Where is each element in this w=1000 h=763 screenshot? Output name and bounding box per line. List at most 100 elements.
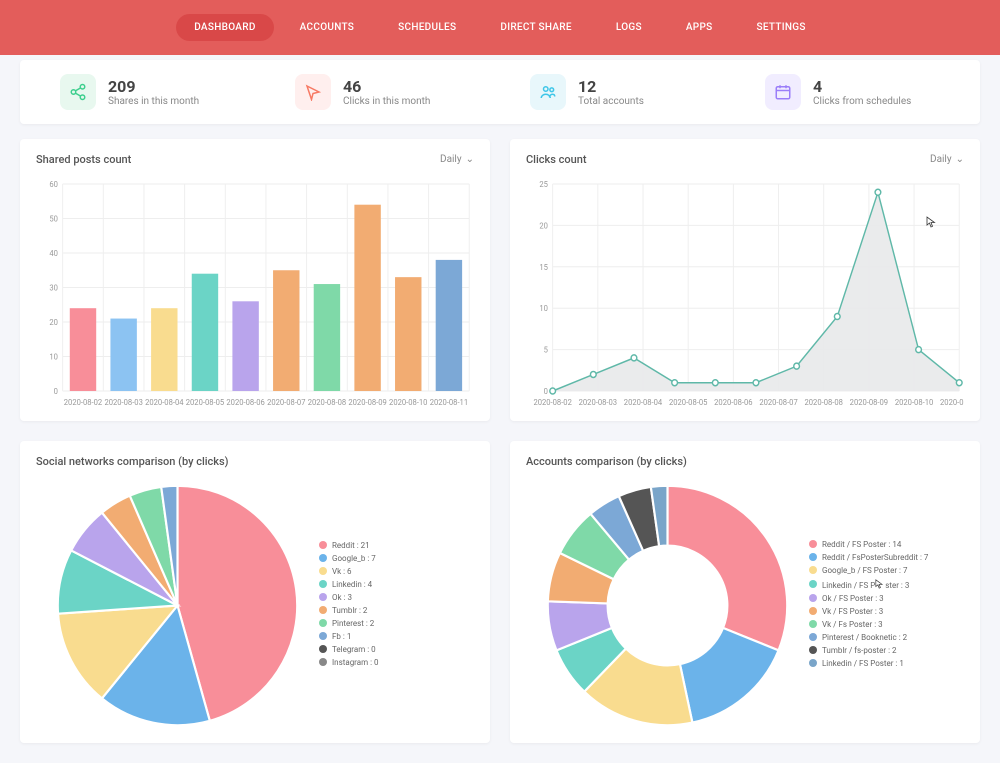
svg-text:2020-08-02: 2020-08-02 <box>533 398 572 407</box>
svg-text:2020-08-09: 2020-08-09 <box>348 398 386 407</box>
dropdown-label: Daily <box>930 154 952 165</box>
slice[interactable] <box>668 486 788 651</box>
legend: Reddit : 21 Google_b : 7 Vk : 6 Linkedin : … <box>319 541 474 671</box>
bar[interactable] <box>436 260 462 391</box>
nav-tab-schedules[interactable]: SCHEDULES <box>380 14 474 41</box>
legend-item[interactable]: Linkedin / FS Pster : 3 <box>809 579 964 590</box>
legend-item[interactable]: Instagram : 0 <box>319 658 474 667</box>
legend-item[interactable]: Tumblr : 2 <box>319 606 474 615</box>
header-nav: DASHBOARD ACCOUNTS SCHEDULES DIRECT SHARE LO… <box>0 0 1000 55</box>
nav-tab-dashboard[interactable]: DASHBOARD <box>176 14 273 41</box>
kpi-value: 46 <box>343 77 430 96</box>
data-point[interactable] <box>753 380 759 386</box>
line-chart: 05101520252020-08-022020-08-032020-08-04… <box>526 176 964 411</box>
legend-item[interactable]: Telegram : 0 <box>319 645 474 654</box>
svg-text:2020-08-04: 2020-08-04 <box>145 398 184 407</box>
legend-item[interactable]: Pinterest / Booknetic : 2 <box>809 633 964 642</box>
legend-item[interactable]: Reddit / FS Poster : 14 <box>809 540 964 549</box>
bar[interactable] <box>151 308 177 391</box>
data-point[interactable] <box>631 355 637 361</box>
legend-item[interactable]: Vk : 6 <box>319 567 474 576</box>
svg-text:2020-08-10: 2020-08-10 <box>389 398 427 407</box>
svg-text:2020-08-03: 2020-08-03 <box>104 398 142 407</box>
kpi-calendar: 4 Clicks from schedules <box>735 74 970 110</box>
users-icon <box>530 74 566 110</box>
svg-text:2020-08-05: 2020-08-05 <box>669 398 708 407</box>
legend-item[interactable]: Google_b / FS Poster : 7 <box>809 566 964 575</box>
legend-item[interactable]: Reddit / FsPosterSubreddit : 7 <box>809 553 964 562</box>
svg-text:30: 30 <box>49 283 58 292</box>
kpi-users: 12 Total accounts <box>500 74 735 110</box>
svg-text:2020-08-08: 2020-08-08 <box>308 398 346 407</box>
svg-text:2020-08-11: 2020-08-11 <box>430 398 468 407</box>
legend-item[interactable]: Pinterest : 2 <box>319 619 474 628</box>
data-point[interactable] <box>956 380 962 386</box>
svg-text:0: 0 <box>544 387 548 396</box>
svg-text:20: 20 <box>49 318 58 327</box>
svg-text:10: 10 <box>49 352 58 361</box>
legend-item[interactable]: Tumblr / fs-poster : 2 <box>809 646 964 655</box>
svg-text:10: 10 <box>539 304 548 313</box>
svg-text:2020-08-06: 2020-08-06 <box>226 398 265 407</box>
bar[interactable] <box>314 284 340 391</box>
svg-text:2020-08-06: 2020-08-06 <box>714 398 753 407</box>
nav-tab-apps[interactable]: APPS <box>668 14 731 41</box>
kpi-value: 12 <box>578 77 644 96</box>
period-dropdown[interactable]: Daily ⌄ <box>930 154 964 165</box>
bar-chart: 01020304050602020-08-022020-08-032020-08… <box>36 176 474 411</box>
svg-text:2020-08-08: 2020-08-08 <box>805 398 843 407</box>
chevron-down-icon: ⌄ <box>956 154 964 165</box>
data-point[interactable] <box>672 380 678 386</box>
bar[interactable] <box>232 301 258 391</box>
calendar-icon <box>765 74 801 110</box>
legend-item[interactable]: Ok / FS Poster : 3 <box>809 594 964 603</box>
nav-tab-direct-share[interactable]: DIRECT SHARE <box>482 14 589 41</box>
legend-item[interactable]: Linkedin / FS Poster : 1 <box>809 659 964 668</box>
legend-item[interactable]: Fb : 1 <box>319 632 474 641</box>
nav-tab-logs[interactable]: LOGS <box>598 14 660 41</box>
nav-tabs: DASHBOARD ACCOUNTS SCHEDULES DIRECT SHARE LO… <box>176 14 824 41</box>
card-accounts-comparison: Accounts comparison (by clicks) Reddit /… <box>510 441 980 743</box>
dropdown-label: Daily <box>440 154 462 165</box>
bar[interactable] <box>395 277 421 391</box>
kpi-label: Clicks in this month <box>343 96 430 107</box>
kpi-value: 209 <box>108 77 199 96</box>
kpi-label: Total accounts <box>578 96 644 107</box>
legend-item[interactable]: Linkedin : 4 <box>319 580 474 589</box>
svg-text:2020-08-02: 2020-08-02 <box>64 398 103 407</box>
svg-text:2020-08-09: 2020-08-09 <box>850 398 888 407</box>
data-point[interactable] <box>590 371 596 377</box>
bar[interactable] <box>273 270 299 391</box>
card-social-comparison: Social networks comparison (by clicks) R… <box>20 441 490 743</box>
data-point[interactable] <box>794 363 800 369</box>
data-point[interactable] <box>916 347 922 353</box>
nav-tab-accounts[interactable]: ACCOUNTS <box>282 14 372 41</box>
kpi-share: 209 Shares in this month <box>30 74 265 110</box>
legend-item[interactable]: Vk / FS Poster : 3 <box>809 607 964 616</box>
svg-text:2020-08-07: 2020-08-07 <box>267 398 306 407</box>
bar[interactable] <box>70 308 96 391</box>
svg-text:2020-08-10: 2020-08-10 <box>895 398 933 407</box>
svg-text:2020-08-11: 2020-08-11 <box>940 398 964 407</box>
bar[interactable] <box>354 205 380 391</box>
period-dropdown[interactable]: Daily ⌄ <box>440 154 474 165</box>
legend-item[interactable]: Ok : 3 <box>319 593 474 602</box>
legend-item[interactable]: Google_b : 7 <box>319 554 474 563</box>
data-point[interactable] <box>834 313 840 319</box>
card-title: Clicks count <box>526 153 587 166</box>
data-point[interactable] <box>875 189 881 195</box>
card-title: Shared posts count <box>36 153 131 166</box>
data-point[interactable] <box>550 388 556 394</box>
nav-tab-settings[interactable]: SETTINGS <box>739 14 824 41</box>
kpi-value: 4 <box>813 77 911 96</box>
data-point[interactable] <box>712 380 718 386</box>
legend: Reddit / FS Poster : 14 Reddit / FsPoster… <box>809 540 964 672</box>
dashboard-grid: Shared posts count Daily ⌄ 0102030405060… <box>0 119 1000 763</box>
bar[interactable] <box>192 274 218 391</box>
svg-text:50: 50 <box>49 214 58 223</box>
legend-item[interactable]: Reddit : 21 <box>319 541 474 550</box>
kpi-cursor: 46 Clicks in this month <box>265 74 500 110</box>
legend-item[interactable]: Vk / Fs Poster : 3 <box>809 620 964 629</box>
bar[interactable] <box>110 319 136 391</box>
card-clicks-count: Clicks count Daily ⌄ 05101520252020-08-0… <box>510 139 980 421</box>
